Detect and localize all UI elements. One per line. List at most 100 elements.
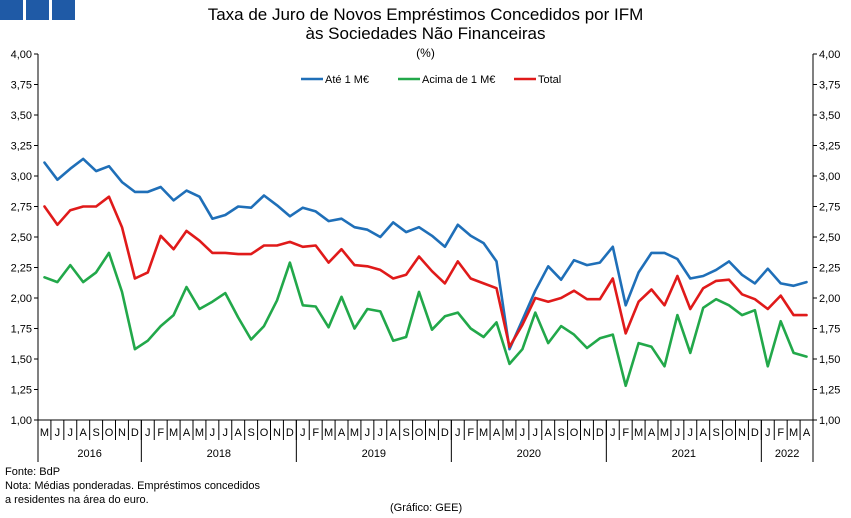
month-label: D (441, 427, 449, 439)
source-text: Fonte: BdP (5, 466, 61, 478)
logo-square (0, 0, 23, 20)
month-label: F (467, 427, 474, 439)
y-tick-label-left: 3,25 (11, 141, 32, 153)
y-tick-label-left: 4,00 (11, 49, 32, 61)
y-tick-label-left: 3,50 (11, 110, 32, 122)
month-label: M (479, 427, 488, 439)
y-tick-label-right: 1,25 (819, 385, 840, 397)
month-label: A (80, 427, 88, 439)
month-label: A (545, 427, 553, 439)
month-label: N (428, 427, 436, 439)
month-label: S (712, 427, 719, 439)
y-tick-label-right: 2,75 (819, 202, 840, 214)
month-label: D (286, 427, 294, 439)
month-label: F (777, 427, 784, 439)
month-label: M (324, 427, 333, 439)
year-label: 2018 (207, 448, 231, 460)
month-label: O (570, 427, 579, 439)
y-tick-label-left: 3,00 (11, 171, 32, 183)
y-tick-label-right: 2,50 (819, 232, 840, 244)
month-label: M (660, 427, 669, 439)
month-label: F (157, 427, 164, 439)
y-tick-label-left: 1,00 (11, 415, 32, 427)
month-label: A (338, 427, 346, 439)
y-tick-label-right: 2,25 (819, 263, 840, 275)
month-label: F (622, 427, 629, 439)
month-label: M (40, 427, 49, 439)
y-tick-label-left: 3,75 (11, 80, 32, 92)
series-line-at-1-m- (43, 157, 808, 351)
month-label: O (415, 427, 424, 439)
month-label: J (68, 427, 74, 439)
month-label: J (455, 427, 461, 439)
y-tick-label-left: 2,25 (11, 263, 32, 275)
month-label: D (751, 427, 759, 439)
month-label: F (312, 427, 319, 439)
logo-square (52, 0, 75, 20)
y-tick-label-right: 2,00 (819, 293, 840, 305)
legend-label: Total (538, 74, 561, 86)
y-tick-label-right: 4,00 (819, 49, 840, 61)
gee-logo (0, 0, 76, 20)
month-label: A (493, 427, 501, 439)
month-label: A (803, 427, 811, 439)
year-label: 2019 (362, 448, 386, 460)
month-label: J (223, 427, 229, 439)
y-tick-label-right: 3,25 (819, 141, 840, 153)
legend-label: Acima de 1 M€ (422, 74, 495, 86)
chart-title: Taxa de Juro de Novos Empréstimos Conced… (207, 5, 644, 24)
y-tick-label-right: 1,00 (819, 415, 840, 427)
series-line-acima-de-1-m- (43, 251, 808, 388)
year-label: 2016 (77, 448, 101, 460)
month-label: J (533, 427, 539, 439)
y-tick-label-left: 1,25 (11, 385, 32, 397)
series-line-total (43, 195, 808, 349)
month-label: A (235, 427, 243, 439)
y-tick-label-left: 2,00 (11, 293, 32, 305)
month-label: J (610, 427, 616, 439)
month-label: J (675, 427, 681, 439)
y-tick-label-left: 1,75 (11, 324, 32, 336)
chart-unit: (%) (416, 46, 435, 60)
month-label: N (118, 427, 126, 439)
month-label: A (390, 427, 398, 439)
month-label: S (402, 427, 409, 439)
month-label: S (92, 427, 99, 439)
month-label: A (700, 427, 708, 439)
y-tick-label-left: 2,75 (11, 202, 32, 214)
legend-label: Até 1 M€ (325, 74, 369, 86)
month-label: J (365, 427, 371, 439)
month-label: J (300, 427, 306, 439)
month-label: N (738, 427, 746, 439)
chart-credit: (Gráfico: GEE) (390, 502, 463, 514)
month-label: M (350, 427, 359, 439)
y-tick-label-right: 1,75 (819, 324, 840, 336)
month-label: M (789, 427, 798, 439)
year-label: 2021 (672, 448, 696, 460)
month-label: J (520, 427, 526, 439)
y-tick-label-left: 2,50 (11, 232, 32, 244)
month-label: D (131, 427, 139, 439)
month-label: O (260, 427, 269, 439)
month-label: A (183, 427, 191, 439)
logo-square (26, 0, 49, 20)
month-label: J (55, 427, 61, 439)
month-label: J (210, 427, 216, 439)
y-tick-label-right: 3,50 (819, 110, 840, 122)
chart-title-line2: às Sociedades Não Financeiras (305, 24, 546, 43)
month-label: M (195, 427, 204, 439)
note-line-1: Nota: Médias ponderadas. Empréstimos con… (5, 480, 260, 492)
y-tick-label-left: 1,50 (11, 354, 32, 366)
year-label: 2020 (517, 448, 541, 460)
month-label: O (725, 427, 734, 439)
year-label: 2022 (775, 448, 799, 460)
month-label: J (688, 427, 694, 439)
month-label: J (765, 427, 771, 439)
month-label: M (505, 427, 514, 439)
month-label: J (378, 427, 384, 439)
month-label: N (583, 427, 591, 439)
month-label: S (557, 427, 564, 439)
month-label: N (273, 427, 281, 439)
month-label: M (634, 427, 643, 439)
